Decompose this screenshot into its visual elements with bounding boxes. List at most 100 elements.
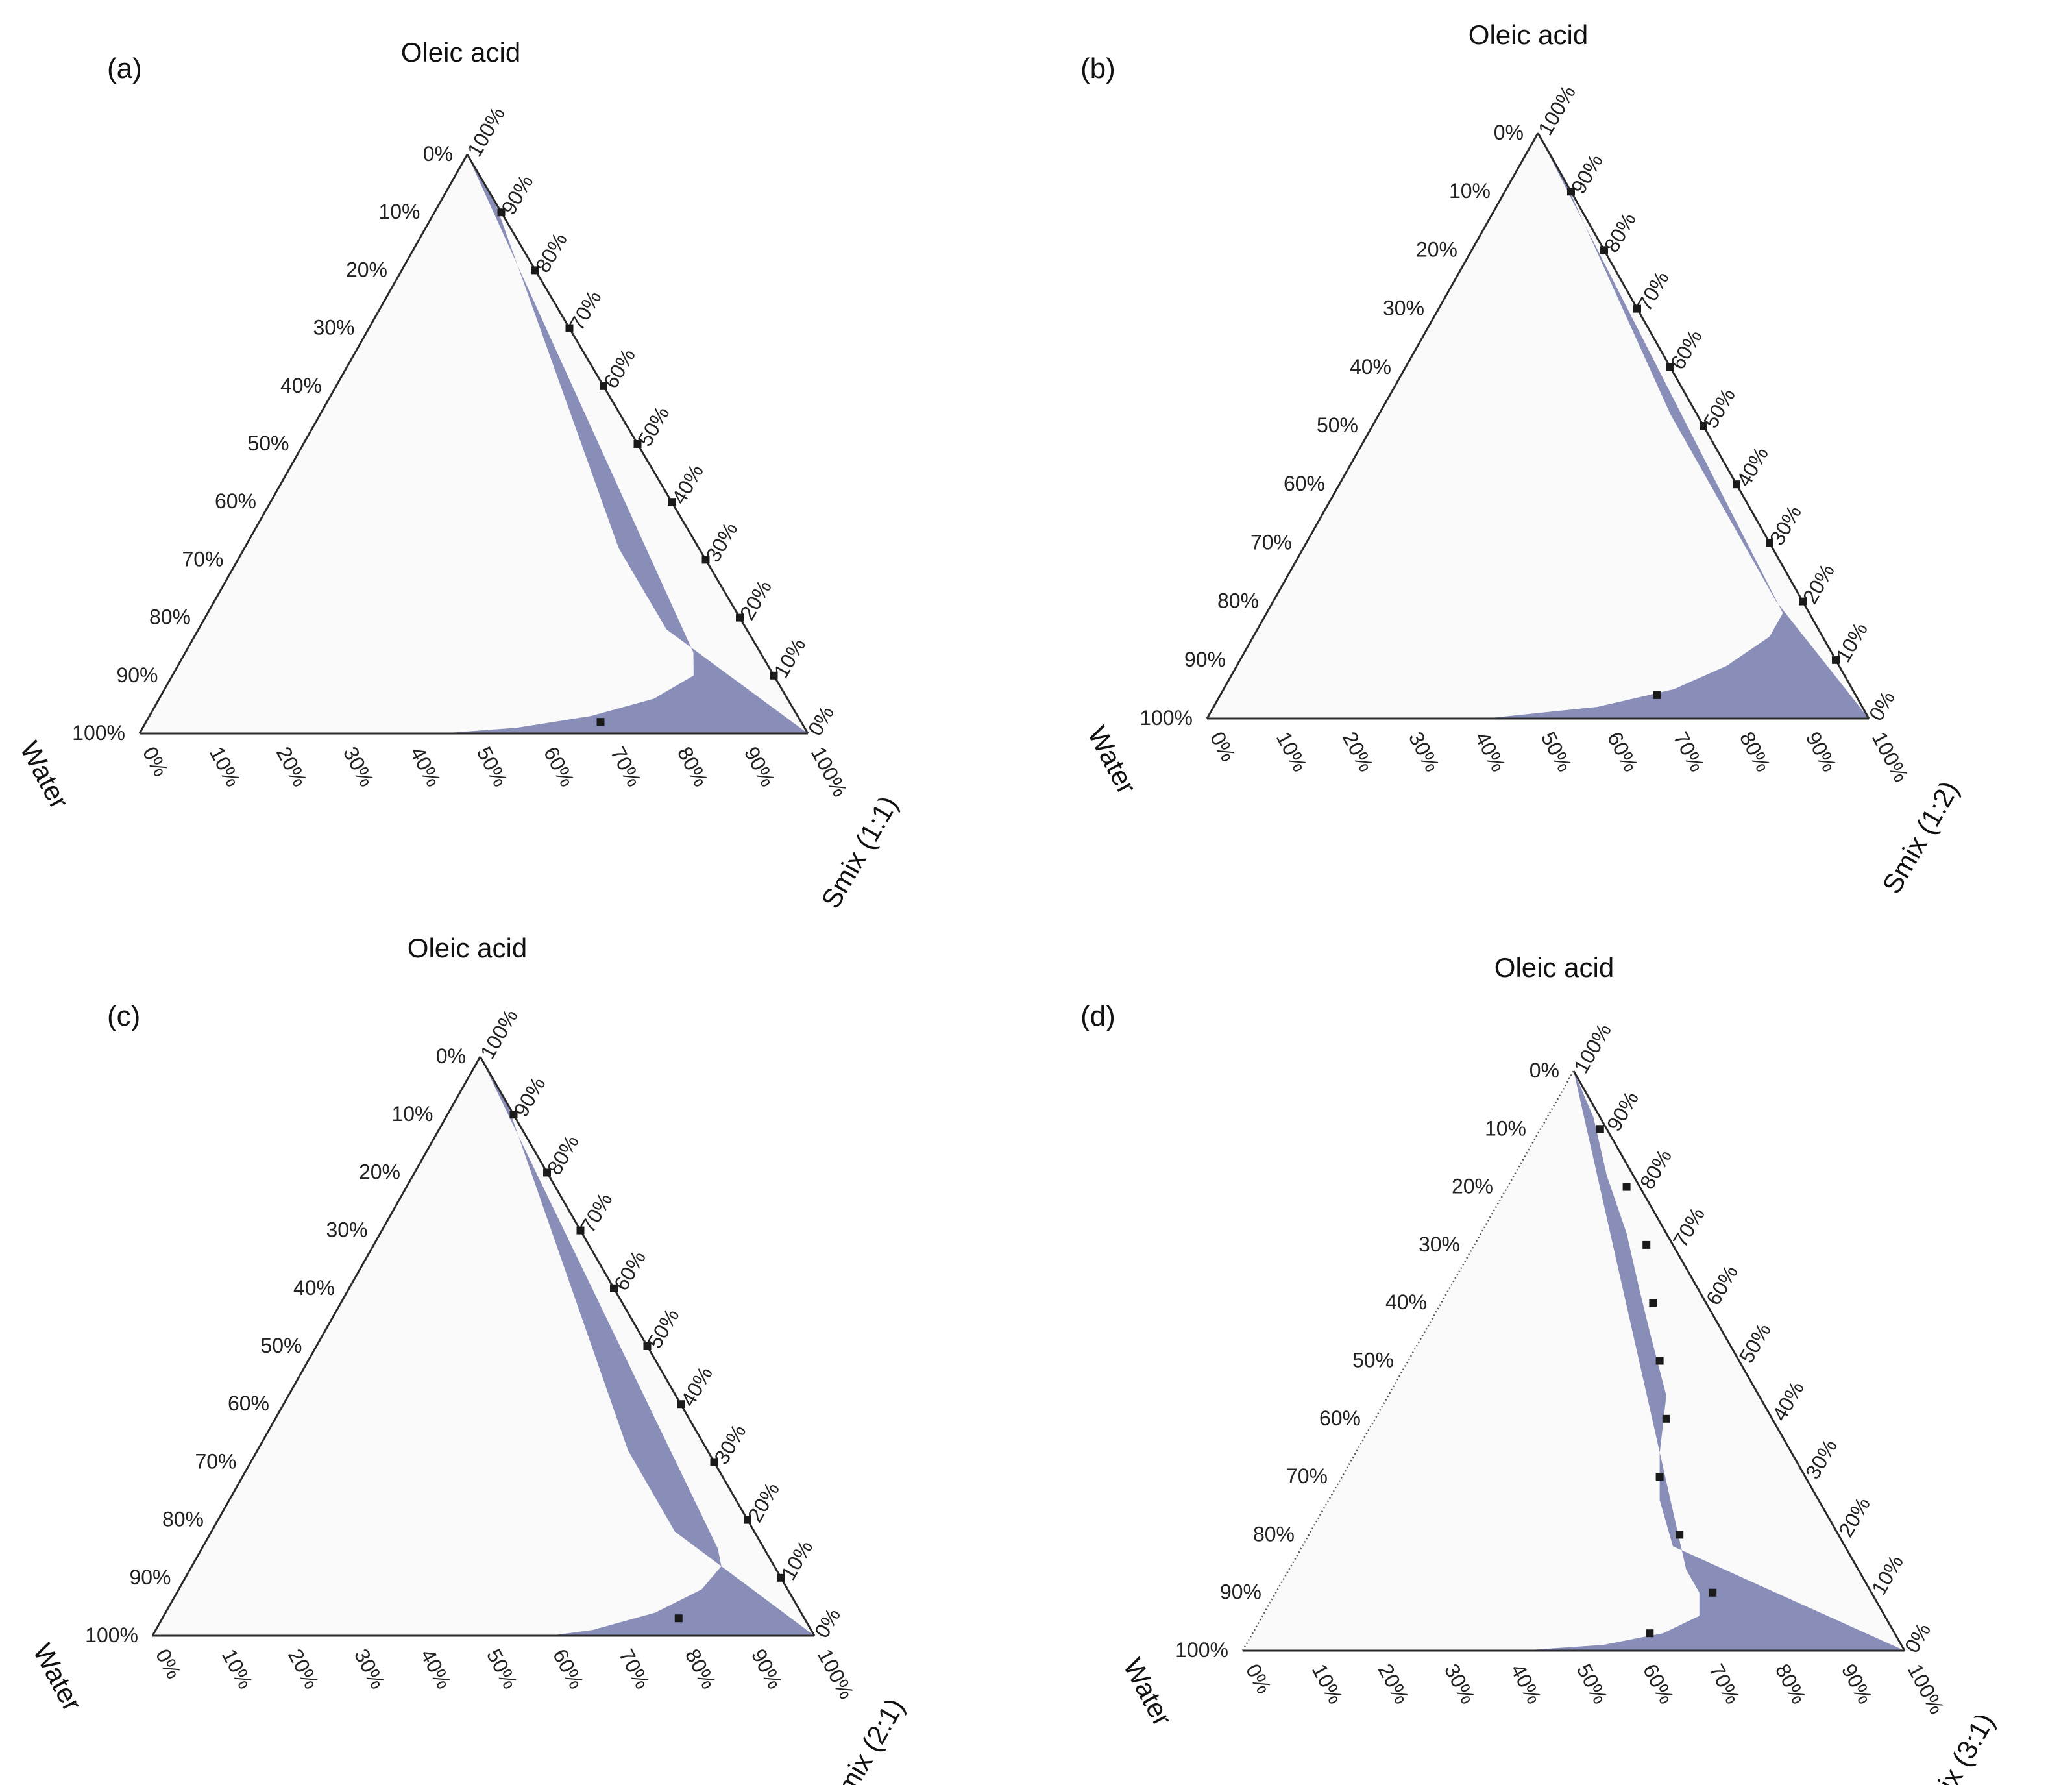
tick-label-left: 70% — [1250, 530, 1292, 554]
data-point — [744, 1516, 751, 1524]
tick-label-bottom: 80% — [1735, 728, 1775, 775]
tick-label-bottom: 100% — [1868, 728, 1913, 785]
data-point — [1642, 1240, 1651, 1249]
tick-label-bottom: 70% — [1705, 1660, 1745, 1707]
tick-label-bottom: 70% — [1669, 728, 1709, 775]
tick-label-bottom: 40% — [1470, 728, 1511, 775]
tick-label-bottom: 30% — [339, 743, 379, 790]
tick-label-left: 30% — [1419, 1233, 1460, 1256]
tick-label-left: 50% — [247, 432, 289, 455]
data-point — [677, 1400, 685, 1409]
tick-label-bottom: 60% — [1603, 728, 1643, 775]
tick-label-left: 100% — [1175, 1638, 1228, 1662]
tick-label-left: 0% — [423, 142, 453, 166]
tick-label-left: 50% — [260, 1334, 302, 1357]
tick-label-bottom: 90% — [1837, 1660, 1877, 1707]
tick-label-bottom: 50% — [1537, 728, 1577, 775]
vertex-label-left: Water — [1082, 721, 1142, 799]
tick-label-left: 60% — [228, 1392, 269, 1415]
tick-label-left: 20% — [1452, 1175, 1493, 1198]
triangle-area — [140, 154, 808, 733]
tick-label-left: 10% — [1449, 179, 1491, 203]
tick-label-left: 20% — [346, 258, 387, 281]
tick-label-left: 40% — [1350, 355, 1391, 378]
triangle-area — [152, 1057, 814, 1636]
ternary-panel-4: 0% 10% 20% 30% 40% 50% 60% 70% 80% 90% 100% 0% 10% 20… — [1080, 952, 2001, 1785]
data-point — [565, 324, 574, 332]
tick-label-left: 90% — [116, 663, 158, 687]
microemulsion-region — [440, 154, 808, 733]
vertex-label-right: Smix (3:1) — [1912, 1708, 2000, 1785]
tick-label-bottom: 0% — [138, 743, 173, 780]
tick-label-bottom: 20% — [1374, 1660, 1414, 1707]
data-point — [674, 1614, 683, 1623]
data-point — [1567, 188, 1575, 196]
tick-label-left: 80% — [1217, 589, 1259, 613]
edge-water-oleic — [1206, 132, 1539, 719]
data-point — [596, 718, 605, 726]
tick-label-bottom: 30% — [350, 1645, 390, 1692]
tick-label-bottom: 20% — [1338, 728, 1378, 775]
edge-water-oleic — [138, 154, 469, 734]
tick-label-right: 100% — [1533, 82, 1580, 140]
tick-label-left: 0% — [436, 1044, 466, 1068]
tick-label-right: 50% — [1735, 1320, 1775, 1367]
data-point — [1622, 1183, 1631, 1191]
tick-label-left: 30% — [1383, 297, 1424, 320]
tick-label-right: 0% — [803, 702, 838, 739]
vertex-label-left: Water — [14, 736, 75, 814]
tick-label-left: 70% — [1286, 1464, 1328, 1488]
tick-label-left: 20% — [359, 1160, 400, 1183]
data-point — [497, 208, 506, 217]
tick-label-left: 10% — [391, 1102, 433, 1126]
tick-label-left: 50% — [1317, 413, 1358, 437]
data-point — [1709, 1588, 1717, 1597]
tick-label-left: 40% — [293, 1276, 335, 1299]
tick-label-left: 30% — [326, 1218, 367, 1242]
tick-label-left: 40% — [1385, 1290, 1427, 1314]
data-point — [1600, 246, 1608, 254]
data-point — [1655, 1473, 1664, 1481]
tick-label-right: 40% — [1768, 1377, 1809, 1425]
tick-label-left: 100% — [1140, 706, 1193, 730]
tick-label-bottom: 90% — [747, 1645, 787, 1692]
triangle-area — [1243, 1071, 1905, 1651]
tick-label-bottom: 10% — [1272, 728, 1312, 775]
data-point — [777, 1573, 785, 1582]
triangle-area — [1207, 133, 1869, 719]
vertex-label-right: Smix (2:1) — [822, 1693, 910, 1785]
data-point — [1646, 1629, 1654, 1638]
tick-label-right: 80% — [1635, 1146, 1676, 1193]
panel-label: (a) — [107, 53, 142, 84]
tick-label-bottom: 40% — [1506, 1660, 1546, 1707]
vertex-label-top: Oleic acid — [1494, 952, 1614, 983]
edge-water-oleic — [151, 1056, 481, 1636]
tick-label-bottom: 60% — [548, 1645, 589, 1692]
panel-label: (b) — [1080, 53, 1115, 84]
tick-label-left: 30% — [313, 316, 354, 339]
tick-label-bottom: 20% — [272, 743, 312, 790]
data-point — [576, 1226, 585, 1235]
data-point — [543, 1168, 551, 1177]
panel-label: (d) — [1080, 1000, 1115, 1032]
tick-label-bottom: 40% — [406, 743, 446, 790]
tick-label-right: 100% — [1569, 1020, 1616, 1077]
tick-label-bottom: 0% — [1241, 1660, 1276, 1697]
tick-label-left: 90% — [129, 1566, 171, 1589]
data-point — [668, 498, 676, 506]
tick-label-left: 20% — [1416, 238, 1457, 261]
data-point — [1655, 1357, 1664, 1365]
data-point — [1799, 597, 1807, 606]
tick-label-left: 70% — [182, 547, 223, 571]
data-point — [770, 671, 778, 680]
tick-label-left: 50% — [1352, 1349, 1394, 1372]
data-point — [610, 1284, 618, 1292]
ternary-panel-3: 0%10%20%30%40%50%60%70%80%90%100%0% 10% 20… — [27, 933, 910, 1785]
data-point — [1832, 656, 1840, 664]
data-point — [1676, 1531, 1684, 1539]
tick-label-right: 0% — [1900, 1619, 1935, 1656]
tick-label-bottom: 70% — [615, 1645, 655, 1692]
tick-label-left: 10% — [378, 200, 420, 223]
microemulsion-region — [1520, 1071, 1905, 1651]
